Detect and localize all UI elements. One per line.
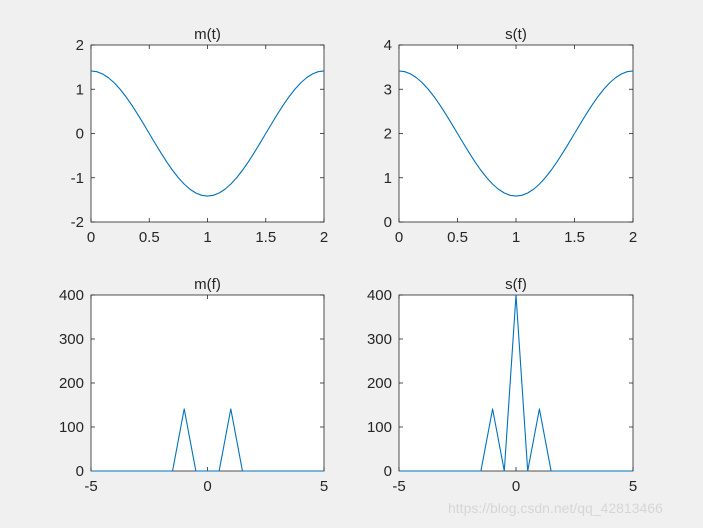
y-tick-label: 4 — [384, 37, 392, 54]
x-tick-label: 1.5 — [255, 229, 276, 246]
x-tick-label: 0 — [87, 229, 95, 246]
y-tick-label: 100 — [367, 419, 392, 436]
plot-area — [90, 44, 325, 223]
x-tick-label: 2 — [629, 229, 637, 246]
y-tick-label: 400 — [59, 287, 84, 304]
x-tick-label: 0.5 — [139, 229, 160, 246]
plot-area — [90, 294, 325, 472]
x-tick-label: 0.5 — [447, 229, 468, 246]
y-tick-label: 2 — [384, 126, 392, 143]
y-tick-label: 1 — [76, 81, 84, 98]
plot-title: m(f) — [194, 276, 221, 293]
y-tick-label: 400 — [367, 287, 392, 304]
y-tick-label: 0 — [76, 126, 84, 143]
plot-title: s(f) — [505, 276, 527, 293]
x-tick-label: 2 — [320, 229, 328, 246]
plot-area — [398, 294, 634, 472]
y-tick-label: 0 — [384, 214, 392, 231]
subplot-1: m(t) 0 0.5 1 1.5 2 -2 -1 0 1 2 — [71, 26, 329, 246]
y-tick-label: 3 — [384, 81, 392, 98]
plot-title: m(t) — [194, 26, 221, 43]
y-tick-label: 1 — [384, 170, 392, 187]
y-tick-label: 200 — [59, 375, 84, 392]
series-line-1 — [91, 408, 324, 472]
y-tick-label: 0 — [76, 463, 84, 480]
y-tick-label: 300 — [59, 331, 84, 348]
y-tick-label: -2 — [71, 214, 84, 231]
y-tick-label: 200 — [367, 375, 392, 392]
x-tick-label: 1 — [512, 229, 520, 246]
x-tick-label: 5 — [320, 478, 328, 495]
x-tick-label: -5 — [392, 478, 405, 495]
y-tick-label: 0 — [384, 463, 392, 480]
x-tick-label: 0 — [512, 478, 520, 495]
plot-title: s(t) — [505, 26, 527, 43]
series-line-1 — [398, 70, 634, 197]
x-tick-label: 1.5 — [564, 229, 585, 246]
x-tick-label: 5 — [629, 478, 637, 495]
plot-area — [398, 44, 634, 223]
y-tick-label: 2 — [76, 37, 84, 54]
y-tick-label: 300 — [367, 331, 392, 348]
y-tick-label: -1 — [71, 170, 84, 187]
x-tick-label: 1 — [203, 229, 211, 246]
subplot-2: s(t) 0 0.5 1 1.5 2 0 1 2 3 4 — [384, 26, 638, 246]
x-tick-label: -5 — [84, 478, 97, 495]
series-line-1 — [399, 294, 633, 472]
x-tick-label: 0 — [203, 478, 211, 495]
x-tick-label: 0 — [395, 229, 403, 246]
watermark-text: https://blog.csdn.net/qq_42813466 — [448, 500, 663, 516]
y-tick-label: 100 — [59, 419, 84, 436]
series-line-1 — [90, 70, 325, 197]
